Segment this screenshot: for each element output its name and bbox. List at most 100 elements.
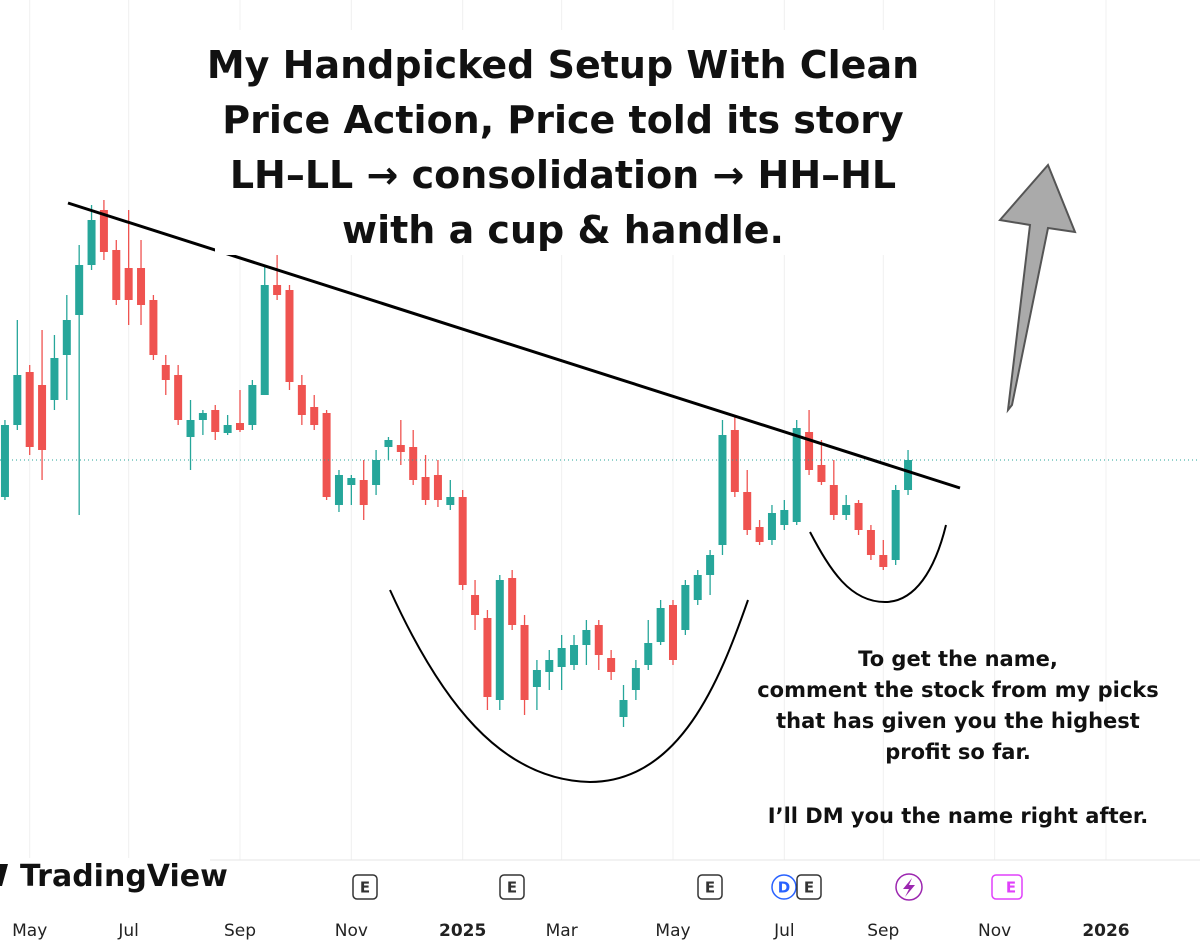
event-circle (771, 874, 797, 900)
candle-body (767, 513, 776, 540)
candle-body (730, 430, 739, 492)
candle-body (792, 428, 801, 522)
x-axis: May Jul Sep Nov 2025 Mar May Jul Sep Nov 2026 (12, 921, 1130, 941)
candle-body (668, 605, 677, 660)
candle-body (433, 475, 442, 500)
event-label: E (705, 879, 715, 897)
candle-body (532, 670, 541, 687)
event-label: E (507, 879, 517, 897)
candle-body (13, 375, 22, 425)
x-tick-label: Mar (546, 921, 578, 941)
candle-body (483, 618, 492, 697)
title-line: LH–LL → consolidation → HH–HL (230, 153, 896, 197)
candle-body (248, 385, 257, 425)
event-label: E (360, 879, 370, 897)
note-line: profit so far. (885, 740, 1031, 764)
note-line: comment the stock from my picks (757, 678, 1159, 702)
candle-body (842, 505, 851, 515)
candle-body (866, 530, 875, 555)
candle-body (50, 358, 59, 400)
candle-body (273, 285, 282, 295)
candle-body (520, 625, 529, 700)
candle-body (854, 503, 863, 530)
note-line: I’ll DM you the name right after. (768, 804, 1148, 828)
candle-body (508, 578, 517, 625)
candle-body (582, 630, 591, 645)
candle-body (780, 510, 789, 525)
candle-body (236, 423, 244, 430)
candle-body (99, 210, 108, 252)
candle-body (458, 497, 467, 585)
x-tick-label: Nov (978, 921, 1011, 941)
candle-body (829, 485, 838, 515)
candle-body (891, 490, 900, 560)
candle-body (260, 285, 269, 395)
candle-body (421, 477, 430, 500)
title-line: with a cup & handle. (342, 208, 784, 252)
x-tick-label: Jul (117, 921, 139, 941)
event-box (697, 874, 723, 900)
candle-body (137, 268, 146, 305)
candle-body (25, 372, 34, 447)
candle-body (904, 460, 913, 490)
candle-body (359, 480, 368, 505)
candle-body (471, 595, 480, 615)
candle-body (0, 425, 9, 497)
note-line: that has given you the highest (776, 709, 1140, 733)
candle-body (805, 432, 814, 470)
x-tick-label: May (655, 921, 690, 941)
event-label: E (1006, 879, 1016, 897)
events: E E E D E E (352, 873, 1023, 901)
candle-body (310, 407, 319, 425)
candle-body (755, 527, 764, 542)
event-label: D (778, 879, 790, 897)
candle-body (557, 648, 566, 667)
cup-curve (389, 589, 749, 784)
candle-body (718, 435, 727, 545)
candle-body (594, 625, 603, 655)
candle-body (297, 385, 306, 415)
candle-body (161, 365, 170, 380)
x-tick-label: May (12, 921, 47, 941)
x-tick-label: Sep (224, 921, 256, 941)
candle-body (384, 440, 393, 447)
title-line: Price Action, Price told its story (222, 98, 904, 142)
candle-body (186, 420, 195, 437)
candle-body (396, 445, 405, 452)
candle-body (693, 575, 702, 600)
title-backdrop (215, 30, 915, 255)
candle-body (817, 465, 826, 482)
candle-body (619, 700, 628, 717)
event-label: E (804, 879, 814, 897)
candle-body (112, 250, 121, 300)
candle-body (446, 497, 455, 505)
x-tick-label: Nov (335, 921, 368, 941)
candle-body (656, 608, 665, 642)
candle-body (409, 447, 418, 480)
candle-body (149, 300, 158, 355)
brand-logo (0, 864, 8, 886)
candles (0, 200, 1200, 727)
candle-body (879, 555, 888, 567)
event-box (352, 874, 378, 900)
candle-body (347, 478, 356, 485)
candle-body (223, 425, 232, 433)
note-line: To get the name, (858, 647, 1058, 671)
candle-body (87, 220, 96, 265)
candle-body (372, 460, 381, 485)
x-tick-label: 2025 (439, 921, 486, 941)
x-tick-label: 2026 (1082, 921, 1129, 941)
candle-body (174, 375, 183, 420)
candle-body (334, 475, 343, 505)
candle-body (62, 320, 71, 355)
candle-body (211, 410, 220, 432)
dividend-icon (903, 878, 915, 897)
x-tick-label: Sep (867, 921, 899, 941)
candle-body (631, 668, 640, 690)
candle-body (75, 265, 84, 315)
up-arrow (998, 163, 1077, 414)
event-box (499, 874, 525, 900)
brand-backdrop (0, 858, 210, 894)
